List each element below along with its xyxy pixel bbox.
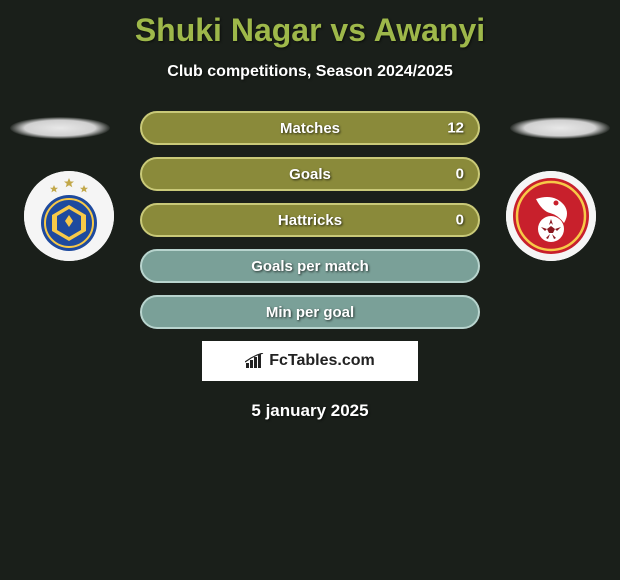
stat-row-min-per-goal: Min per goal bbox=[140, 295, 480, 329]
player-right-placeholder bbox=[510, 117, 610, 139]
stat-label: Goals per match bbox=[251, 258, 369, 275]
subtitle: Club competitions, Season 2024/2025 bbox=[0, 63, 620, 81]
stat-row-matches: Matches 12 bbox=[140, 111, 480, 145]
brand-text: FcTables.com bbox=[269, 352, 375, 370]
stat-rows: Matches 12 Goals 0 Hattricks 0 Goals per… bbox=[140, 111, 480, 329]
page-title: Shuki Nagar vs Awanyi bbox=[0, 0, 620, 49]
stat-right-value: 0 bbox=[456, 212, 464, 229]
stat-right-value: 12 bbox=[447, 120, 464, 137]
stat-label: Hattricks bbox=[278, 212, 342, 229]
club-logo-right bbox=[506, 171, 596, 261]
stat-label: Matches bbox=[280, 120, 340, 137]
bar-chart-icon bbox=[245, 353, 265, 369]
date-line: 5 january 2025 bbox=[0, 401, 620, 421]
stat-row-goals-per-match: Goals per match bbox=[140, 249, 480, 283]
stat-right-value: 0 bbox=[456, 166, 464, 183]
player-left-placeholder bbox=[10, 117, 110, 139]
stat-label: Goals bbox=[289, 166, 331, 183]
brand-watermark: FcTables.com bbox=[202, 341, 418, 381]
comparison-panel: Matches 12 Goals 0 Hattricks 0 Goals per… bbox=[0, 111, 620, 421]
club-logo-left bbox=[24, 171, 114, 261]
stat-label: Min per goal bbox=[266, 304, 354, 321]
stat-row-goals: Goals 0 bbox=[140, 157, 480, 191]
stat-row-hattricks: Hattricks 0 bbox=[140, 203, 480, 237]
